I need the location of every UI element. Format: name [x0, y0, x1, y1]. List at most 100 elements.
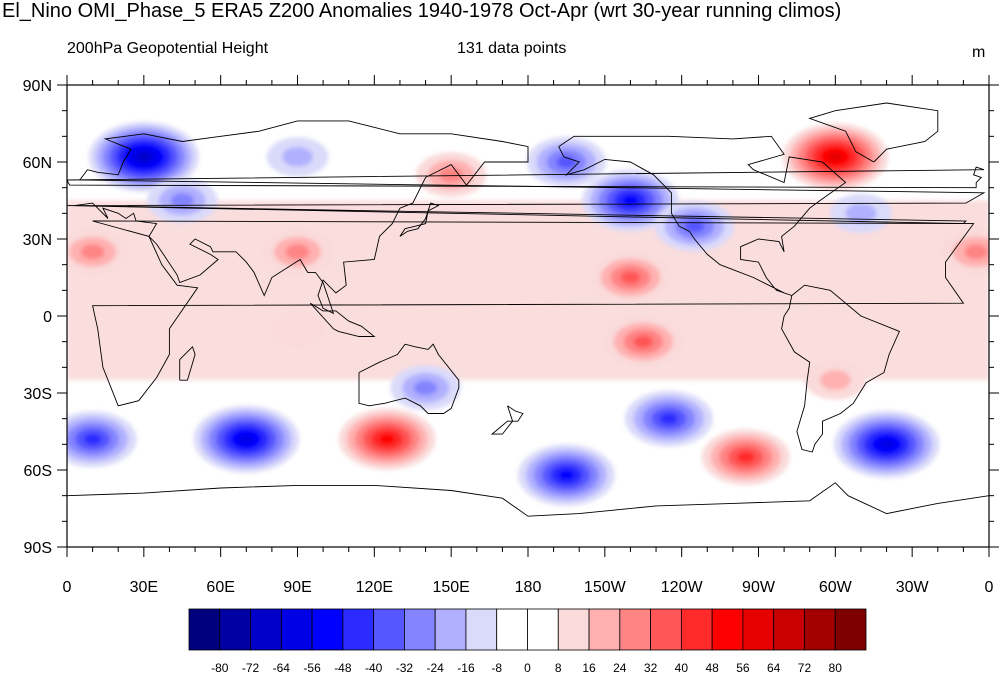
colorbar-label: -40	[365, 661, 383, 675]
colorbar-swatch	[404, 608, 436, 651]
colorbar-swatch	[834, 608, 867, 651]
australia-coast	[358, 343, 460, 414]
x-axis-labels: 0 30E 60E 90E 120E 150E 180 150W 120W 90W 60W 30W 0	[63, 579, 994, 596]
colorbar-label: -24	[427, 661, 445, 675]
data-count-subtitle: 131 data points	[457, 40, 567, 57]
negative-anomaly-15	[67, 411, 137, 468]
positive-anomaly-3	[67, 229, 128, 275]
map-title: El_Nino OMI_Phase_5 ERA5 Z200 Anomalies …	[2, 0, 842, 22]
positive-anomaly-5	[415, 152, 487, 198]
positive-anomaly-12	[590, 252, 671, 303]
colorbar-label: 16	[582, 661, 596, 675]
colorbar-swatch	[496, 608, 528, 651]
positive-anomaly-22	[804, 360, 867, 400]
colorbar-swatch	[342, 608, 375, 651]
colorbar-swatch	[650, 608, 682, 651]
x-tick-label: 90E	[283, 579, 311, 596]
tropical-positive-band	[67, 200, 989, 381]
x-tick-label: 0	[63, 579, 72, 596]
africa-coast	[92, 220, 975, 407]
negative-anomaly-18	[390, 365, 461, 411]
colorbar-label: 80	[829, 661, 843, 675]
indonesia-coast	[309, 302, 376, 337]
colorbar-swatch	[311, 608, 344, 651]
x-tick-label: 0	[985, 579, 994, 596]
colorbar-swatch	[219, 608, 251, 651]
negative-anomaly-19	[518, 444, 615, 506]
colorbar-label: -48	[334, 661, 352, 675]
axis-ticks	[57, 75, 999, 557]
south-america-coast	[781, 284, 901, 453]
negative-anomaly-6	[526, 136, 607, 188]
colorbar-swatch	[434, 608, 467, 651]
north-america-coast	[558, 135, 847, 296]
colorbar-label: 24	[613, 661, 627, 675]
colorbar-swatch	[280, 608, 313, 651]
colorbar-label: 48	[705, 661, 719, 675]
x-tick-label: 30W	[896, 579, 930, 596]
negative-anomaly-1	[147, 178, 218, 223]
y-tick-label: 90S	[24, 540, 52, 557]
colorbar-swatch	[465, 608, 498, 651]
colorbar-label: 72	[798, 661, 812, 675]
y-tick-label: 90N	[23, 78, 52, 95]
colorbar-swatch	[588, 608, 621, 651]
y-tick-label: 0	[43, 309, 52, 326]
colorbar-label: -32	[396, 661, 414, 675]
colorbar-label: 56	[736, 661, 750, 675]
units-label: m	[972, 44, 986, 61]
colorbar	[188, 608, 867, 651]
colorbar-label: 64	[767, 661, 781, 675]
negative-anomaly-2	[266, 137, 329, 177]
x-tick-label: 30E	[130, 579, 158, 596]
colorbar-label: 8	[555, 661, 562, 675]
colorbar-swatch	[250, 608, 282, 651]
y-tick-label: 30S	[24, 386, 52, 403]
negative-anomaly-10	[830, 193, 892, 233]
greenland-coast	[808, 102, 939, 163]
field-subtitle: 200hPa Geopotential Height	[67, 40, 269, 57]
colorbar-labels: -80 -72 -64 -56 -48 -40 -32 -24 -16 -8 0 8 16 24 32 40 4…	[211, 661, 842, 675]
positive-anomaly-14	[271, 312, 324, 346]
negative-anomaly-16	[193, 405, 300, 473]
colorbar-label: 0	[524, 661, 531, 675]
x-tick-label: 60W	[819, 579, 853, 596]
positive-anomaly-17	[338, 408, 436, 471]
positive-anomaly-4	[262, 229, 333, 275]
colorbar-label: 32	[644, 661, 658, 675]
x-tick-label: 60E	[206, 579, 234, 596]
positive-anomaly-11	[941, 229, 989, 275]
colorbar-swatch	[373, 608, 405, 651]
x-tick-label: 90W	[742, 579, 776, 596]
colorbar-swatch	[742, 608, 775, 651]
colorbar-swatch	[557, 608, 590, 651]
y-tick-label: 60S	[24, 463, 52, 480]
madagascar-coast	[179, 345, 196, 381]
negative-anomaly-23	[833, 410, 940, 478]
negative-anomaly-20	[624, 390, 713, 447]
colorbar-swatch	[527, 608, 559, 651]
x-tick-label: 180	[515, 579, 542, 596]
colorbar-swatch	[680, 608, 713, 651]
colorbar-label: -72	[242, 661, 260, 675]
colorbar-swatch	[188, 608, 221, 651]
coastlines	[67, 102, 989, 517]
colorbar-label: -8	[491, 661, 502, 675]
colorbar-swatch	[804, 608, 836, 651]
positive-anomaly-9	[782, 123, 889, 191]
colorbar-label: -64	[273, 661, 291, 675]
y-axis-labels: 90N 60N 30N 0 30S 60S 90S	[23, 78, 52, 557]
colorbar-swatch	[711, 608, 744, 651]
british-isles-coast	[67, 166, 985, 189]
y-tick-label: 30N	[23, 232, 52, 249]
antarctica-coast	[67, 482, 989, 517]
positive-anomaly-21	[701, 429, 790, 486]
new-zealand-coast	[490, 405, 524, 435]
anomaly-field	[67, 121, 989, 506]
colorbar-swatch	[619, 608, 651, 651]
y-tick-label: 60N	[23, 155, 52, 172]
x-tick-label: 120W	[661, 579, 704, 596]
colorbar-label: 40	[675, 661, 689, 675]
negative-anomaly-8	[654, 200, 735, 252]
